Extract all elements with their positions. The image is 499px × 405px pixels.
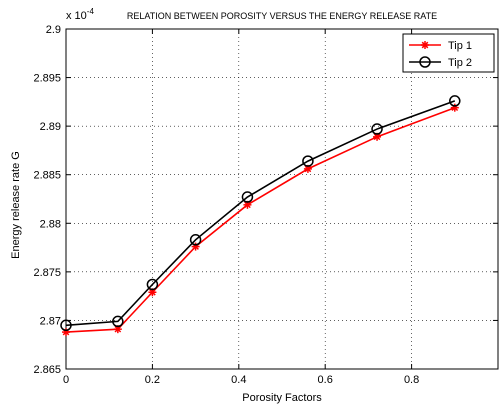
plot-area: [65, 28, 499, 370]
y-multiplier-exponent: -4: [87, 7, 95, 16]
asterisk-stroke: [421, 41, 429, 49]
chart-title: RELATION BETWEEN POROSITY VERSUS THE ENE…: [127, 11, 437, 21]
series-1-point: [303, 164, 312, 173]
y-tick-label: 2.865: [33, 364, 61, 376]
y-tick-label: 2.9: [46, 24, 61, 36]
x-tick-label: 0: [63, 374, 69, 386]
asterisk-stroke: [304, 165, 312, 173]
y-multiplier: x 10-4: [66, 7, 94, 22]
series-group: [60, 95, 461, 337]
legend-marker: [419, 56, 431, 68]
series-2-point: [371, 123, 383, 135]
y-tick-label: 2.87: [40, 315, 61, 327]
x-tick-label: 0.6: [318, 374, 333, 386]
y-tick-label: 2.89: [40, 121, 61, 133]
series-1-line: [65, 106, 456, 333]
asterisk-stroke: [373, 133, 381, 141]
series-2-point: [60, 319, 72, 332]
series-2-line: [65, 100, 456, 327]
legend-marker: [421, 41, 429, 49]
x-tick-label: 0.8: [404, 374, 419, 386]
legend-box: [402, 33, 495, 73]
legend: Tip 1 Tip 2: [402, 33, 495, 73]
series-2-point: [189, 234, 202, 246]
series-2-point: [241, 191, 254, 203]
y-tick-label: 2.875: [33, 267, 61, 279]
y-axis-label: Energy release rate G: [10, 151, 22, 259]
legend-label: Tip 2: [448, 57, 472, 69]
x-tick-label: 0.2: [145, 374, 160, 386]
y-multiplier-base: x 10: [66, 10, 87, 22]
x-axis-label: Porosity Factors: [242, 392, 322, 404]
legend-label: Tip 1: [448, 40, 472, 52]
series-2-point: [302, 155, 314, 167]
series-2-point: [112, 315, 124, 328]
asterisk-stroke: [244, 201, 251, 209]
series-1-point: [243, 200, 252, 209]
series-2-point: [449, 95, 461, 107]
y-tick-label: 2.885: [33, 170, 61, 182]
y-tick-label: 2.88: [40, 218, 61, 230]
asterisk-stroke: [114, 325, 122, 333]
axis-ticks: 0 0.2 0.4 0.6 0.8 2.865 2.87 2.875 2.88 2.885 2.89…: [33, 24, 498, 386]
asterisk-stroke: [149, 288, 156, 296]
x-tick-label: 0.4: [231, 374, 246, 386]
grid: [66, 29, 498, 369]
series-2-point: [146, 278, 159, 291]
y-tick-label: 2.895: [33, 73, 61, 85]
